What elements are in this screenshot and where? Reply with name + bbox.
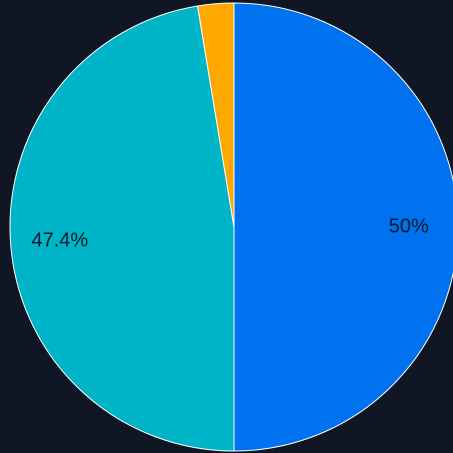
pie-slice-label-0: 50% [389, 215, 429, 237]
pie-slices [9, 2, 453, 452]
pie-labels: 50% 47.4% [32, 215, 429, 251]
pie-slice-2 [196, 2, 235, 228]
pie-slice-label-1: 47.4% [32, 230, 89, 252]
pie-slice-0 [233, 2, 453, 452]
pie-slice-1 [9, 5, 235, 452]
